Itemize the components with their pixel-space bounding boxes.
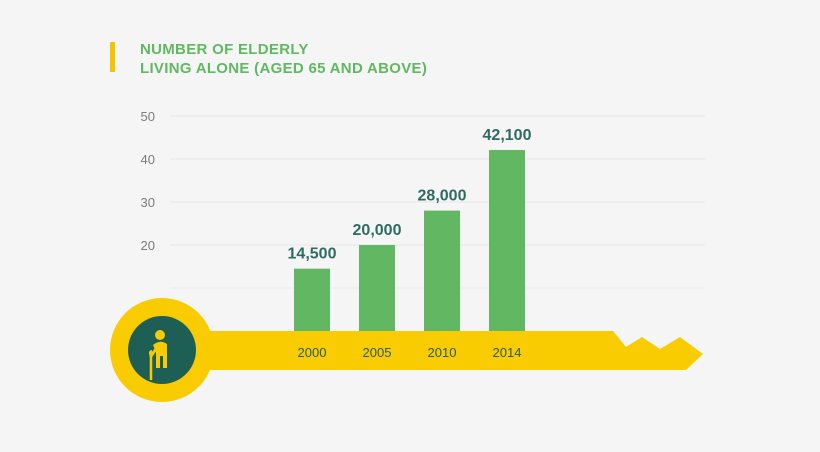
bar — [424, 210, 460, 335]
bar — [294, 268, 330, 335]
x-tick-label: 2000 — [298, 345, 327, 360]
elderly-person-with-cane-icon — [148, 330, 167, 380]
data-label: 20,000 — [353, 222, 402, 239]
y-tick-label: 30 — [141, 195, 155, 210]
x-tick-label: 2010 — [428, 345, 457, 360]
key-blade — [170, 331, 703, 370]
x-tick-label: 2005 — [363, 345, 392, 360]
data-label: 42,100 — [483, 127, 532, 144]
chart-title-line-1: NUMBER OF ELDERLY — [140, 41, 309, 58]
y-tick-label: 50 — [141, 109, 155, 124]
y-tick-label: 20 — [141, 238, 155, 253]
key-shape — [110, 298, 703, 402]
data-label: 28,000 — [418, 188, 467, 205]
data-label: 14,500 — [288, 246, 337, 263]
title-accent-bar — [110, 42, 115, 72]
chart-title: NUMBER OF ELDERLY LIVING ALONE (AGED 65 … — [140, 40, 427, 78]
bar — [359, 245, 395, 335]
gridlines — [170, 115, 705, 289]
data-labels: 14,500 20,000 28,000 42,100 — [288, 127, 532, 263]
x-axis-ticks: 2000 2005 2010 2014 — [298, 345, 522, 360]
y-tick-label: 40 — [141, 152, 155, 167]
bar — [489, 149, 525, 335]
x-tick-label: 2014 — [493, 345, 522, 360]
bars — [294, 149, 525, 335]
chart-title-line-2: LIVING ALONE (AGED 65 AND ABOVE) — [140, 60, 428, 77]
y-axis-ticks: 50 40 30 20 — [141, 109, 155, 253]
